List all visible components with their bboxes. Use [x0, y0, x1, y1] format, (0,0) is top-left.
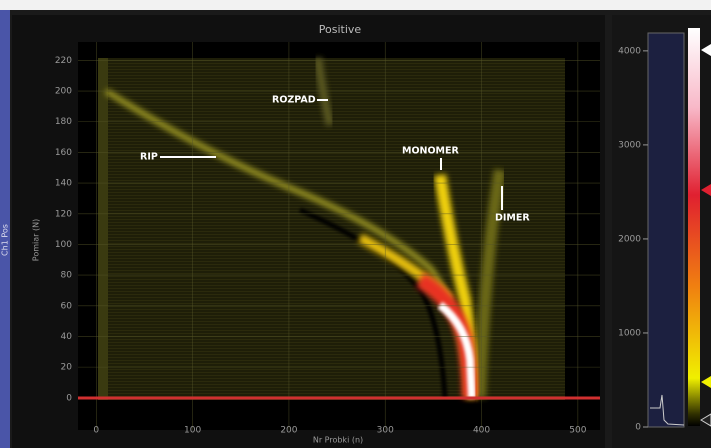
- y-tick-label: 40: [61, 332, 73, 342]
- side-bar[interactable]: [0, 10, 10, 448]
- annotation: RIP: [140, 152, 158, 163]
- annotation: DIMER: [495, 213, 530, 224]
- colorbar-tick-label: 0: [635, 423, 641, 433]
- y-tick-label: 180: [55, 117, 72, 127]
- y-tick-label: 100: [55, 240, 72, 250]
- annotation: ROZPAD: [272, 95, 316, 106]
- histogram-panel: [647, 32, 685, 428]
- y-tick-label: 80: [61, 271, 73, 281]
- y-tick-label: 160: [55, 148, 72, 158]
- side-label: Ch1 Pos: [1, 224, 10, 256]
- slider-handle[interactable]: [701, 44, 711, 56]
- colorbar-tick-label: 1000: [618, 328, 641, 338]
- chart-title: Positive: [319, 23, 362, 36]
- colorbar-tick-label: 2000: [618, 234, 641, 244]
- x-tick-label: 0: [93, 426, 99, 436]
- y-axis-label: Pomiar (N): [32, 219, 41, 261]
- y-tick-label: 120: [55, 209, 72, 219]
- y-tick-label: 20: [61, 363, 73, 373]
- y-tick-label: 140: [55, 179, 72, 189]
- histogram-line: [650, 394, 685, 426]
- heatmap-edge: [98, 58, 108, 400]
- colorbar: [688, 28, 700, 426]
- x-tick-label: 500: [569, 426, 586, 436]
- colorbar-tick-label: 4000: [618, 46, 641, 56]
- y-tick-label: 60: [61, 301, 73, 311]
- y-tick-label: 200: [55, 87, 72, 97]
- colorbar-tick-label: 3000: [618, 140, 641, 150]
- x-tick-label: 100: [184, 426, 201, 436]
- x-tick-label: 200: [280, 426, 297, 436]
- annotation: MONOMER: [402, 146, 459, 157]
- slider-handle[interactable]: [701, 184, 711, 196]
- y-tick-label: 220: [55, 56, 72, 66]
- annotations: ROZPAD RIP MONOMER DIMER: [140, 95, 530, 224]
- y-tick-label: 0: [66, 393, 72, 403]
- slider-handle[interactable]: [701, 376, 711, 388]
- slider-handle[interactable]: [700, 413, 711, 427]
- x-tick-label: 400: [473, 426, 490, 436]
- x-axis-label: Nr Probki (n): [313, 436, 363, 445]
- x-tick-label: 300: [377, 426, 394, 436]
- top-strip: [0, 0, 711, 10]
